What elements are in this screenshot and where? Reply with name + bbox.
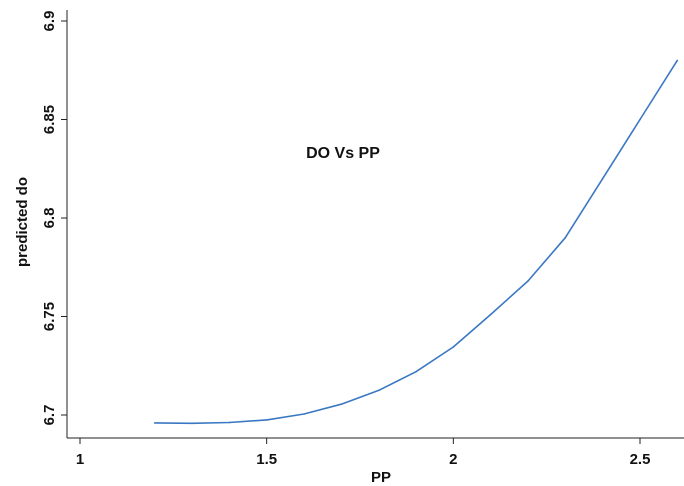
data-point	[265, 419, 268, 421]
data-point	[153, 422, 156, 424]
data-point	[676, 59, 679, 62]
data-point	[377, 389, 380, 392]
data-point	[452, 346, 455, 348]
x-tick-label: 2	[449, 451, 457, 468]
y-tick-label: 6.75	[41, 302, 58, 331]
axes	[66, 10, 684, 439]
ticks: 6.7 6.75 6.8 6.85 6.9 1 1.5 2 2.5	[41, 11, 650, 468]
data-point	[527, 280, 529, 282]
data-point	[303, 413, 305, 415]
data-point	[564, 236, 567, 239]
data-point	[489, 313, 492, 316]
y-tick-label: 6.9	[41, 11, 58, 32]
x-tick-label: 2.5	[630, 451, 651, 468]
y-axis-title: predicted do	[14, 177, 31, 267]
chart-annotation: DO Vs PP	[306, 145, 380, 162]
data-point	[639, 118, 641, 121]
x-tick-label: 1	[76, 451, 84, 468]
y-tick-label: 6.8	[41, 208, 58, 229]
x-tick-label: 1.5	[256, 451, 277, 468]
y-tick-label: 6.7	[41, 405, 58, 426]
data-point	[601, 177, 604, 180]
x-axis-title: PP	[371, 469, 391, 486]
series-layer	[153, 59, 679, 425]
data-point	[228, 421, 231, 424]
data-point	[415, 370, 417, 373]
data-point	[191, 422, 193, 425]
y-tick-label: 6.85	[41, 105, 58, 134]
data-point	[340, 403, 343, 405]
